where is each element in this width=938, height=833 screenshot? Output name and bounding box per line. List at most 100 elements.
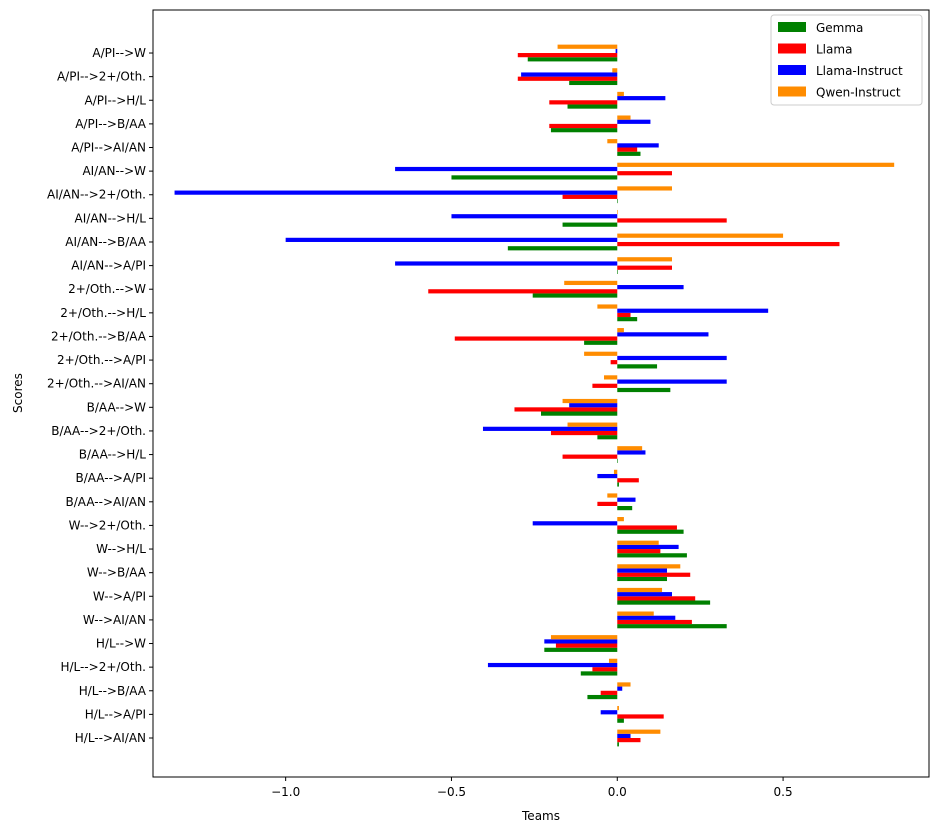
bar-qwen-instruct-8: [617, 540, 659, 545]
bar-gemma-5: [617, 624, 727, 629]
bar-llama-instruct-17: [617, 332, 709, 337]
bar-gemma-26: [550, 128, 618, 133]
x-axis-title: Teams: [521, 809, 560, 823]
x-tick-label: −0.5: [437, 785, 466, 799]
legend: Gemma Llama Llama-Instruct Qwen-Instruct: [770, 14, 923, 106]
y-tick-label: 2+/Oth.-->H/L: [60, 306, 146, 320]
bar-llama-13: [550, 430, 618, 436]
bar-llama-instruct-8: [617, 544, 679, 550]
y-tick-label: AI/AN-->A/PI: [71, 259, 146, 273]
bar-llama-instruct-22: [451, 214, 618, 219]
bar-llama-9: [617, 525, 677, 530]
bar-llama-19: [428, 289, 618, 294]
y-tick-label: AI/AN-->H/L: [75, 211, 147, 225]
bar-qwen-instruct-7: [617, 564, 681, 569]
bar-qwen-instruct-3: [608, 658, 618, 663]
bar-gemma-21: [507, 246, 618, 251]
bar-llama-28: [517, 76, 618, 81]
bar-qwen-instruct-18: [597, 304, 618, 309]
bar-gemma-6: [617, 600, 711, 605]
x-tick-label: 0.5: [774, 785, 793, 799]
bar-llama-7: [617, 572, 691, 577]
bars-group: [174, 44, 895, 747]
bar-llama-instruct-11: [597, 473, 618, 479]
bar-gemma-19: [532, 293, 618, 298]
bar-gemma-15: [617, 387, 671, 393]
bar-llama-instruct-3: [487, 662, 618, 668]
bar-llama-4: [555, 643, 618, 648]
y-tick-label: B/AA-->2+/Oth.: [51, 424, 146, 438]
bar-llama-instruct-10: [617, 497, 636, 502]
bar-qwen-instruct-19: [564, 280, 618, 286]
bar-gemma-14: [541, 411, 618, 416]
bar-llama-20: [617, 265, 672, 270]
bar-llama-1: [617, 714, 664, 719]
bar-qwen-instruct-26: [617, 115, 631, 120]
bar-llama-instruct-23: [174, 190, 618, 195]
bar-qwen-instruct-4: [550, 635, 618, 640]
bar-llama-instruct-16: [617, 355, 727, 361]
bar-llama-29: [517, 53, 618, 58]
bar-qwen-instruct-28: [612, 68, 618, 73]
bar-llama-21: [617, 241, 840, 247]
legend-label: Llama-Instruct: [816, 64, 903, 78]
bar-llama-instruct-21: [285, 237, 618, 242]
bar-llama-instruct-28: [521, 72, 618, 77]
y-tick-label: H/L-->B/AA: [79, 684, 147, 698]
bar-qwen-instruct-14: [562, 398, 618, 404]
bar-gemma-25: [617, 151, 641, 156]
y-axis-title: Scores: [11, 373, 25, 413]
bar-llama-16: [610, 360, 618, 365]
bar-llama-27: [549, 100, 618, 105]
y-tick-label: H/L-->AI/AN: [75, 731, 146, 745]
bar-llama-12: [562, 454, 618, 459]
bar-llama-instruct-26: [617, 119, 651, 124]
legend-swatch: [778, 65, 806, 75]
bar-llama-instruct-6: [617, 592, 672, 597]
bar-llama-instruct-25: [617, 143, 659, 148]
x-tick-label: −1.0: [271, 785, 300, 799]
legend-label: Llama: [816, 43, 852, 57]
y-tick-label: 2+/Oth.-->B/AA: [51, 329, 147, 343]
bar-llama-instruct-13: [482, 426, 618, 431]
bar-llama-instruct-18: [617, 308, 769, 313]
bar-qwen-instruct-5: [617, 611, 654, 616]
legend-label: Qwen-Instruct: [816, 86, 901, 100]
y-axis: H/L-->AI/AN H/L-->A/PI H/L-->B/AA H/L-->2+/…: [47, 46, 153, 745]
bar-llama-instruct-5: [617, 615, 676, 620]
y-tick-label: W-->B/AA: [87, 566, 147, 580]
bar-gemma-10: [617, 506, 633, 511]
bar-qwen-instruct-0: [617, 729, 661, 734]
bar-qwen-instruct-17: [617, 328, 624, 333]
bar-llama-instruct-1: [600, 710, 618, 715]
bar-llama-22: [617, 218, 727, 223]
bar-llama-instruct-29: [615, 48, 618, 54]
y-tick-label: A/PI-->B/AA: [75, 117, 147, 131]
y-tick-label: B/AA-->A/PI: [75, 471, 146, 485]
bar-qwen-instruct-11: [613, 469, 618, 474]
y-tick-label: A/PI-->W: [92, 46, 146, 60]
bar-llama-3: [592, 667, 618, 672]
bar-llama-instruct-27: [617, 96, 666, 101]
bar-gemma-11: [617, 482, 619, 487]
bar-gemma-4: [544, 647, 618, 652]
bar-qwen-instruct-21: [617, 233, 784, 238]
bar-gemma-0: [617, 742, 619, 747]
bar-llama-instruct-20: [395, 261, 618, 266]
y-tick-label: AI/AN-->W: [82, 164, 146, 178]
y-tick-label: A/PI-->2+/Oth.: [57, 70, 146, 84]
bar-llama-0: [617, 738, 641, 743]
bar-gemma-2: [587, 694, 618, 700]
y-tick-label: W-->A/PI: [93, 589, 146, 603]
bar-llama-18: [617, 312, 631, 318]
bar-qwen-instruct-9: [617, 517, 624, 522]
bar-llama-instruct-7: [617, 568, 668, 573]
y-tick-label: W-->2+/Oth.: [69, 518, 146, 532]
y-tick-label: B/AA-->H/L: [79, 448, 147, 462]
bar-gemma-12: [617, 458, 618, 463]
bar-llama-instruct-12: [617, 450, 646, 455]
legend-label: Gemma: [816, 21, 863, 35]
bar-gemma-7: [617, 576, 668, 582]
bar-llama-instruct-2: [617, 686, 623, 691]
bar-gemma-24: [451, 175, 618, 180]
